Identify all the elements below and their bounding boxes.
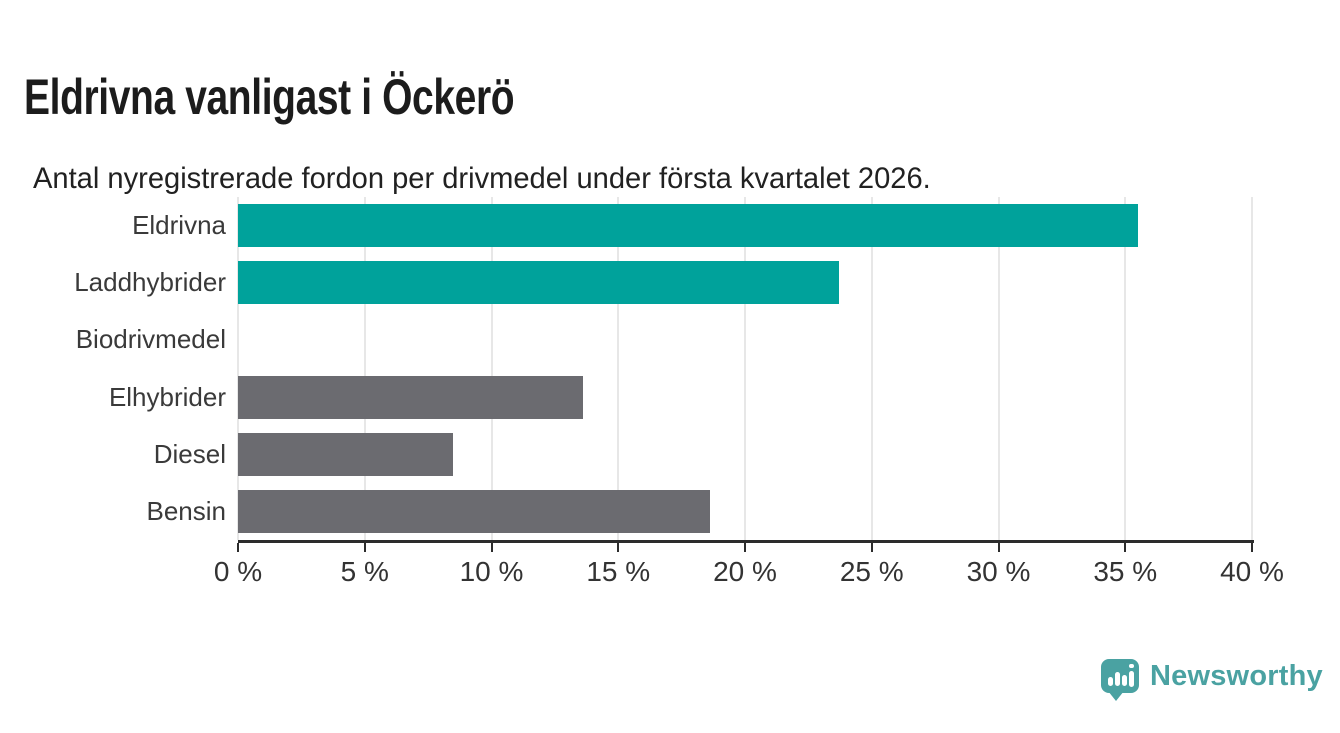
tick-label: 30 % [966, 556, 1031, 587]
category-label-biodrivmedel: Biodrivmedel [75, 324, 226, 355]
speech-bubble-tail [1108, 691, 1124, 701]
category-label-diesel: Diesel [153, 438, 226, 469]
gridline [870, 197, 873, 540]
tick-mark [490, 543, 493, 552]
tick-label: 35 % [1093, 556, 1158, 587]
category-label-laddhybrider: Laddhybrider [74, 267, 226, 298]
tick-mark [617, 543, 620, 552]
bar-elhybrider [238, 375, 583, 419]
bar-laddhybrider [238, 261, 839, 305]
logo-bar-icon [1108, 677, 1113, 686]
tick-mark [363, 543, 366, 552]
newsworthy-speech-bubble-chart-icon [1101, 659, 1139, 701]
gridline [363, 197, 366, 540]
category-label-bensin: Bensin [146, 495, 227, 526]
gridline [237, 197, 239, 540]
gridline [617, 197, 620, 540]
chart-subtitle: Antal nyregistrerade fordon per drivmede… [33, 162, 931, 195]
category-label-eldrivna: Eldrivna [132, 210, 226, 241]
tick-mark [744, 543, 746, 552]
bar-eldrivna [238, 204, 1138, 248]
newsworthy-logo[interactable]: Newsworthy [1101, 659, 1323, 701]
brand-name: Newsworthy [1150, 659, 1323, 692]
tick-label: 25 % [839, 556, 904, 587]
tick-mark [997, 543, 1000, 552]
logo-bar-icon [1122, 675, 1127, 686]
logo-bar-icon [1115, 672, 1120, 686]
bar-diesel [238, 432, 454, 476]
logo-exclamation-dot-icon [1129, 663, 1134, 668]
tick-mark [1251, 543, 1253, 552]
y-axis-category-labels: Eldrivna Laddhybrider Biodrivmedel Elhybrid… [0, 197, 226, 540]
logo-exclamation-icon [1129, 671, 1134, 687]
gridline [1251, 197, 1253, 540]
gridline [997, 197, 1000, 540]
tick-label: 40 % [1220, 556, 1284, 587]
bar-bensin [238, 489, 710, 533]
tick-label: 15 % [586, 556, 651, 587]
plot-area [237, 197, 1253, 540]
x-axis-tick-marks [237, 543, 1253, 552]
page-title: Eldrivna vanligast i Öckerö [24, 68, 515, 125]
gridline [744, 197, 746, 540]
tick-label: 20 % [713, 556, 777, 587]
tick-label: 0 % [213, 556, 263, 587]
tick-mark [1124, 543, 1127, 552]
tick-label: 10 % [459, 556, 524, 587]
gridline [1124, 197, 1127, 540]
tick-label: 5 % [340, 556, 389, 587]
tick-mark [237, 543, 239, 552]
tick-mark [870, 543, 873, 552]
x-axis-line [238, 540, 1254, 543]
category-label-elhybrider: Elhybrider [108, 381, 226, 412]
x-axis-tick-labels: 0 % 5 % 10 % 15 % 20 % 25 % 30 % 35 % 40 % [214, 556, 1284, 590]
gridline [490, 197, 493, 540]
